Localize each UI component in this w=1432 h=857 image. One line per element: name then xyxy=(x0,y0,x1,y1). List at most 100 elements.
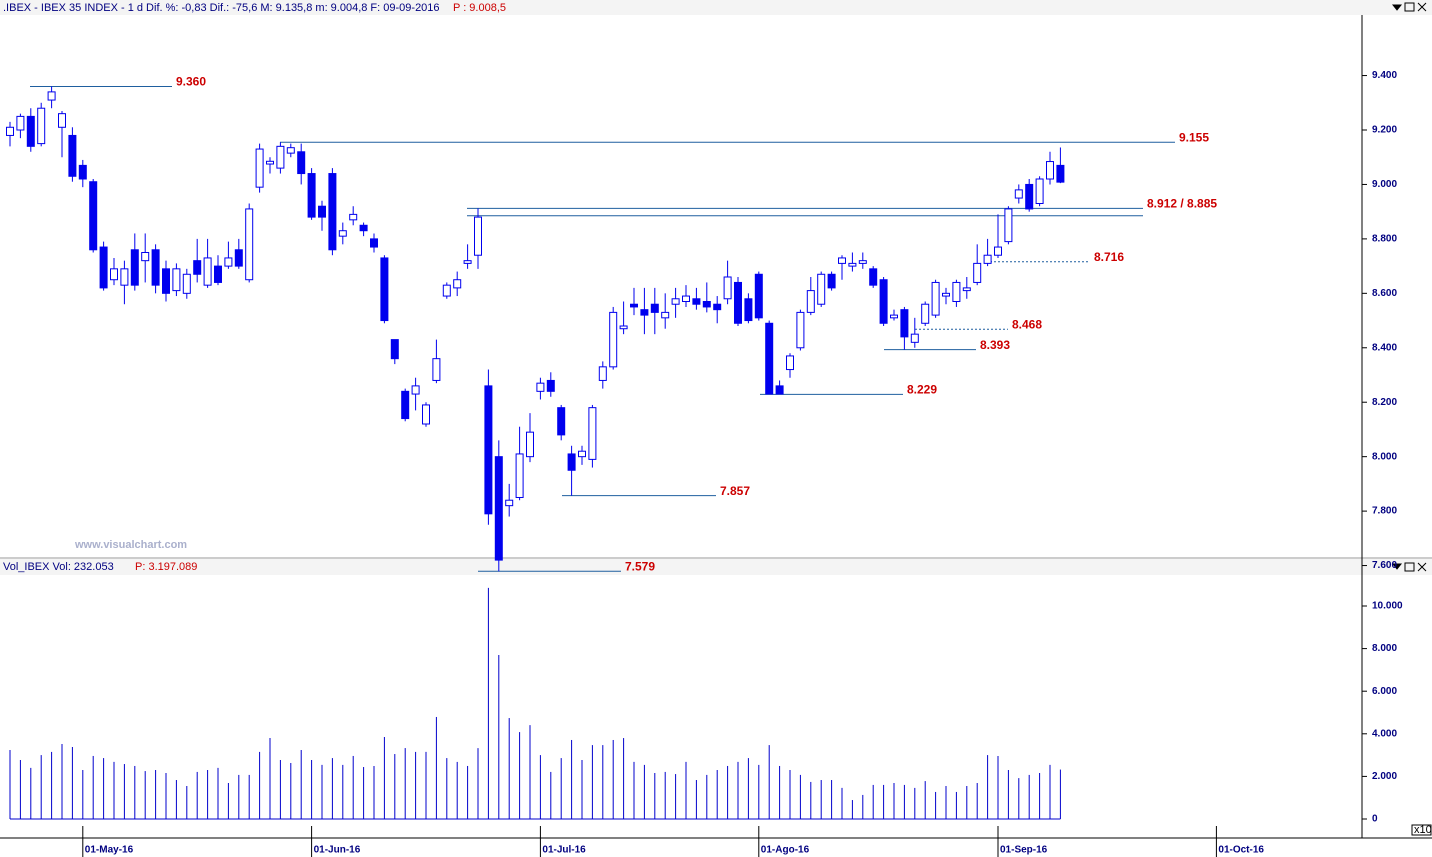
candle-body xyxy=(58,113,66,128)
candle-body xyxy=(786,355,794,371)
y-tick-label: 2.000 xyxy=(1372,771,1397,782)
y-tick-label: 9.200 xyxy=(1372,125,1397,136)
y-tick-label: 6.000 xyxy=(1372,686,1397,697)
level-label: 7.579 xyxy=(625,559,655,573)
candle-body xyxy=(68,134,77,177)
candle-body xyxy=(193,260,202,275)
candle-body xyxy=(1004,208,1013,243)
candle-body xyxy=(130,249,139,286)
candle-body xyxy=(172,268,181,292)
candle-body xyxy=(609,311,618,368)
candle-body xyxy=(463,260,472,264)
candle-body xyxy=(879,279,888,324)
candle-body xyxy=(16,115,25,131)
level-label: 8.229 xyxy=(907,382,937,396)
candle-body xyxy=(505,499,514,507)
candle-body xyxy=(630,303,638,308)
candle-body xyxy=(1056,164,1065,183)
candle-body xyxy=(921,303,930,324)
candle-body xyxy=(775,385,784,395)
y-tick-label: 9.400 xyxy=(1372,70,1397,81)
y-tick-label: 8.000 xyxy=(1372,643,1397,654)
candle-body xyxy=(702,300,711,308)
candle-body xyxy=(37,107,46,145)
title-bar xyxy=(0,0,1432,15)
y-tick-label: 7.800 xyxy=(1372,506,1397,517)
candle-body xyxy=(973,262,982,283)
x-tick-label: 01-May-16 xyxy=(85,845,134,856)
candle-body xyxy=(910,333,919,343)
candle-body xyxy=(515,453,524,498)
candle-body xyxy=(526,431,534,458)
volume-buttons[interactable] xyxy=(1391,562,1427,572)
candle-body xyxy=(370,238,378,248)
y-tick-label: 10.000 xyxy=(1372,601,1403,612)
candle-body xyxy=(817,273,826,305)
candle-body xyxy=(806,290,815,313)
candle-body xyxy=(359,224,368,232)
candle-body xyxy=(47,91,56,101)
candle-body xyxy=(494,456,503,561)
candle-body xyxy=(1035,178,1044,204)
y-tick-label: 8.600 xyxy=(1372,288,1397,299)
level-label: 9.155 xyxy=(1179,130,1209,144)
candle-body xyxy=(744,298,753,322)
volume-price: P: 3.197.089 xyxy=(135,561,197,573)
candle-body xyxy=(713,303,722,311)
x-tick-label: 01-Oct-16 xyxy=(1218,845,1264,856)
candle-body xyxy=(338,230,347,237)
y-tick-label: 8.400 xyxy=(1372,342,1397,353)
candle-body xyxy=(89,181,98,251)
y-tick-label: 8.200 xyxy=(1372,397,1397,408)
candle-body xyxy=(650,303,659,313)
candle-body xyxy=(1014,189,1023,199)
candle-body xyxy=(276,145,285,169)
candle-body xyxy=(962,287,971,292)
candle-body xyxy=(671,298,680,305)
candle-body xyxy=(442,284,451,297)
candle-body xyxy=(224,257,233,267)
candle-body xyxy=(838,257,846,264)
candle-body xyxy=(110,268,118,281)
candle-body xyxy=(380,257,389,322)
candle-body xyxy=(536,382,545,392)
candle-body xyxy=(286,147,295,154)
window-buttons[interactable] xyxy=(1391,2,1427,12)
candle-body xyxy=(1025,183,1034,210)
candle-body xyxy=(931,281,940,316)
candle-body xyxy=(245,208,254,281)
unit-box xyxy=(1411,824,1432,836)
level-label: 8.393 xyxy=(980,338,1010,352)
candle-body xyxy=(474,216,482,256)
y-tick-label: 4.000 xyxy=(1372,728,1397,739)
y-tick-label: 0 xyxy=(1372,814,1378,825)
x-tick-label: 01-Ago-16 xyxy=(761,845,810,856)
candle-body xyxy=(307,173,316,218)
candle-body xyxy=(141,251,150,262)
candle-body xyxy=(162,268,170,294)
candle-body xyxy=(1046,161,1054,180)
candle-body xyxy=(994,246,1002,256)
candle-body xyxy=(484,385,493,515)
candle-body xyxy=(546,379,555,392)
candle-body xyxy=(858,260,867,264)
candle-body xyxy=(900,309,909,338)
candle-body xyxy=(401,390,410,420)
candle-body xyxy=(598,366,607,381)
y-tick-label: 7.600 xyxy=(1372,560,1397,571)
candle-body xyxy=(318,205,326,218)
candle-body xyxy=(422,404,430,425)
candle-body xyxy=(952,281,961,302)
candle-body xyxy=(203,257,212,286)
candle-body xyxy=(151,249,160,286)
candle-body xyxy=(6,126,14,136)
candle-body xyxy=(567,453,576,471)
watermark: www.visualchart.com xyxy=(74,539,187,551)
candle-body xyxy=(328,173,337,251)
candle-body xyxy=(255,148,264,188)
candle-body xyxy=(349,213,358,221)
candle-body xyxy=(578,450,586,458)
candle-body xyxy=(588,407,597,460)
candle-body xyxy=(869,268,878,286)
